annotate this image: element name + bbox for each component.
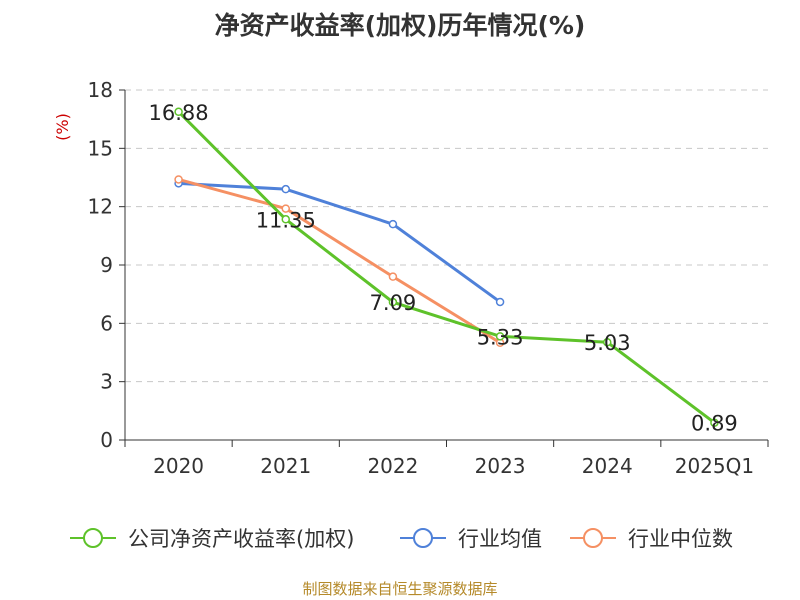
data-point[interactable] [495, 332, 505, 341]
data-point[interactable] [388, 219, 398, 229]
x-tick-label: 2022 [367, 454, 418, 478]
legend-marker-0[interactable] [83, 528, 103, 548]
x-tick-label: 2023 [475, 454, 526, 478]
y-tick-label: 3 [100, 370, 113, 394]
data-point[interactable] [388, 272, 398, 281]
chart-title: 净资产收益率(加权)历年情况(%) [214, 11, 586, 40]
y-tick-label: 0 [100, 428, 113, 452]
x-tick-label: 2020 [153, 454, 204, 478]
data-point[interactable] [174, 107, 183, 117]
data-point[interactable] [603, 337, 612, 347]
data-point[interactable] [710, 418, 719, 427]
data-label: 11.35 [256, 208, 316, 232]
y-tick-label: 18 [88, 78, 113, 102]
y-tick-label: 12 [88, 195, 113, 219]
y-tick-label: 9 [100, 253, 113, 277]
data-label: 5.03 [584, 331, 631, 355]
legend-label-1: 行业均值 [458, 527, 542, 551]
data-point[interactable] [388, 297, 398, 307]
data-label: 5.33 [477, 325, 524, 349]
legend-label-2: 行业中位数 [628, 527, 733, 551]
x-tick-label: 2025Q1 [675, 454, 754, 478]
series-line-1 [178, 181, 501, 304]
source-note: 制图数据来自恒生聚源数据库 [302, 580, 498, 598]
data-point[interactable] [174, 175, 183, 184]
data-point[interactable] [495, 297, 505, 307]
x-tick-label: 2021 [260, 454, 311, 478]
x-tick-label: 2024 [582, 454, 633, 478]
y-tick-label: 6 [100, 311, 113, 335]
data-point[interactable] [281, 184, 290, 194]
data-label: 16.88 [149, 101, 209, 125]
legend-label-0: 公司净资产收益率(加权) [128, 527, 354, 551]
data-point[interactable] [281, 204, 290, 213]
data-label: 0.89 [691, 412, 738, 436]
y-axis-label: (%) [53, 113, 72, 141]
data-point[interactable] [281, 215, 290, 224]
series-line-2 [178, 177, 501, 345]
y-tick-label: 15 [88, 136, 113, 160]
legend-marker-2[interactable] [583, 528, 603, 548]
series-line-0 [177, 110, 716, 424]
data-label: 7.09 [370, 291, 417, 315]
legend-marker-1[interactable] [413, 528, 433, 548]
